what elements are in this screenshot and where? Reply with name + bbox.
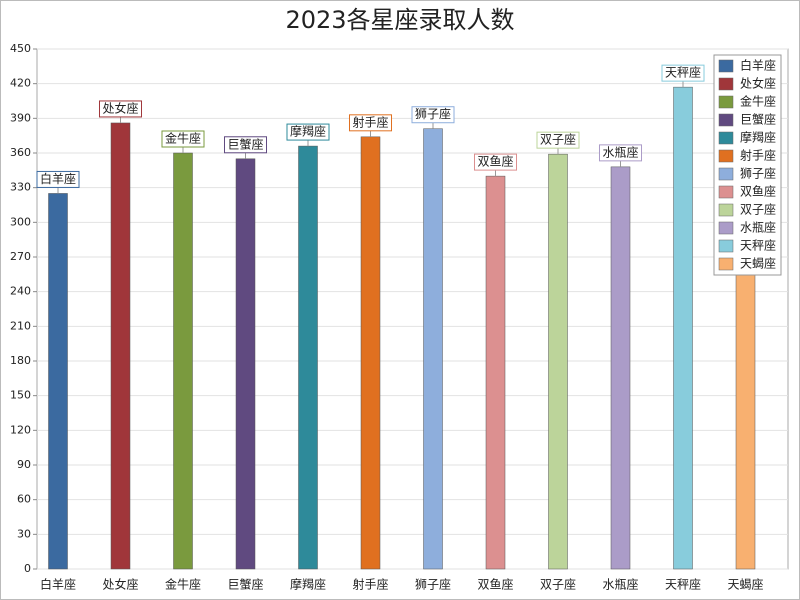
y-tick-label: 390: [10, 111, 31, 124]
y-tick-label: 270: [10, 250, 31, 263]
legend-swatch: [718, 185, 734, 199]
data-label-box: [473, 153, 518, 171]
legend-swatch: [718, 77, 734, 91]
data-label: 金牛座: [165, 131, 201, 146]
data-label-box: [598, 144, 643, 162]
bar: [485, 175, 506, 570]
legend-label: 双鱼座: [740, 184, 776, 199]
legend-swatch: [718, 257, 734, 271]
y-tick-label: 150: [10, 389, 31, 402]
legend-swatch: [718, 113, 734, 127]
data-label-box: [36, 170, 80, 188]
legend-label: 巨蟹座: [740, 112, 776, 127]
data-label: 白羊座: [40, 171, 76, 186]
y-tick-label: 90: [17, 458, 31, 471]
x-tick-label: 射手座: [352, 577, 388, 592]
y-tick-label: 30: [17, 527, 31, 540]
x-tick-label: 天蝎座: [727, 577, 763, 592]
y-tick-label: 240: [10, 285, 31, 298]
legend-label: 摩羯座: [740, 130, 776, 145]
bar: [110, 122, 131, 570]
legend-label: 天蝎座: [740, 256, 776, 271]
data-label-box: [286, 123, 330, 141]
y-tick-label: 450: [10, 42, 31, 55]
legend-label: 狮子座: [740, 166, 776, 181]
y-tick-label: 360: [10, 146, 31, 159]
x-tick-label: 天秤座: [665, 577, 701, 592]
bar: [235, 158, 256, 570]
legend-label: 天秤座: [740, 238, 776, 253]
x-tick-label: 双子座: [540, 577, 576, 592]
bar: [360, 136, 381, 570]
y-tick-label: 0: [24, 562, 31, 575]
x-tick-label: 摩羯座: [290, 577, 326, 592]
legend-swatch: [718, 239, 734, 253]
legend-label: 水瓶座: [740, 220, 776, 235]
legend-label: 白羊座: [740, 58, 776, 73]
y-tick-label: 120: [10, 423, 31, 436]
y-tick-label: 180: [10, 354, 31, 367]
x-tick-label: 狮子座: [415, 577, 451, 592]
bar: [173, 152, 193, 570]
y-tick-label: 330: [10, 181, 31, 194]
legend-label: 射手座: [740, 148, 776, 163]
bar: [48, 193, 68, 570]
y-tick-label: 60: [17, 493, 31, 506]
legend-swatch: [718, 149, 734, 163]
x-tick-label: 巨蟹座: [227, 577, 263, 592]
data-label-box: [348, 114, 393, 132]
data-label-box: [161, 130, 205, 148]
legend-swatch: [718, 167, 734, 181]
data-label-box: [536, 131, 580, 149]
legend-label: 双子座: [740, 202, 776, 217]
legend-label: 金牛座: [740, 94, 776, 109]
data-label: 巨蟹座: [227, 136, 263, 151]
y-tick-label: 210: [10, 319, 31, 332]
y-tick-label: 420: [10, 77, 31, 90]
x-tick-label: 金牛座: [165, 577, 201, 592]
data-label: 狮子座: [415, 106, 451, 121]
data-label-box: [411, 106, 455, 124]
legend-swatch: [718, 95, 734, 109]
data-label: 双鱼座: [477, 154, 513, 169]
y-tick-label: 300: [10, 215, 31, 228]
legend-swatch: [718, 131, 734, 145]
x-tick-label: 处女座: [102, 577, 138, 592]
data-label-box: [223, 136, 268, 154]
x-tick-label: 白羊座: [40, 577, 76, 592]
data-label: 双子座: [540, 132, 576, 147]
legend-box: [713, 54, 782, 276]
data-label-box: [661, 64, 705, 82]
data-label: 天秤座: [665, 65, 701, 80]
legend-swatch: [718, 59, 734, 73]
data-label: 水瓶座: [602, 144, 638, 159]
bar: [548, 153, 568, 570]
legend-swatch: [718, 221, 734, 235]
x-tick-label: 水瓶座: [602, 577, 638, 592]
bar: [298, 145, 318, 570]
bar: [673, 86, 693, 570]
data-label: 处女座: [102, 100, 138, 115]
legend-label: 处女座: [740, 76, 776, 91]
data-label: 射手座: [352, 114, 388, 129]
chart-title: 2023各星座录取人数: [285, 6, 514, 34]
x-tick-label: 双鱼座: [477, 577, 513, 592]
legend-swatch: [718, 203, 734, 217]
bar: [610, 166, 631, 570]
data-label: 摩羯座: [290, 124, 326, 139]
data-label-box: [98, 100, 143, 118]
bar: [423, 128, 443, 570]
